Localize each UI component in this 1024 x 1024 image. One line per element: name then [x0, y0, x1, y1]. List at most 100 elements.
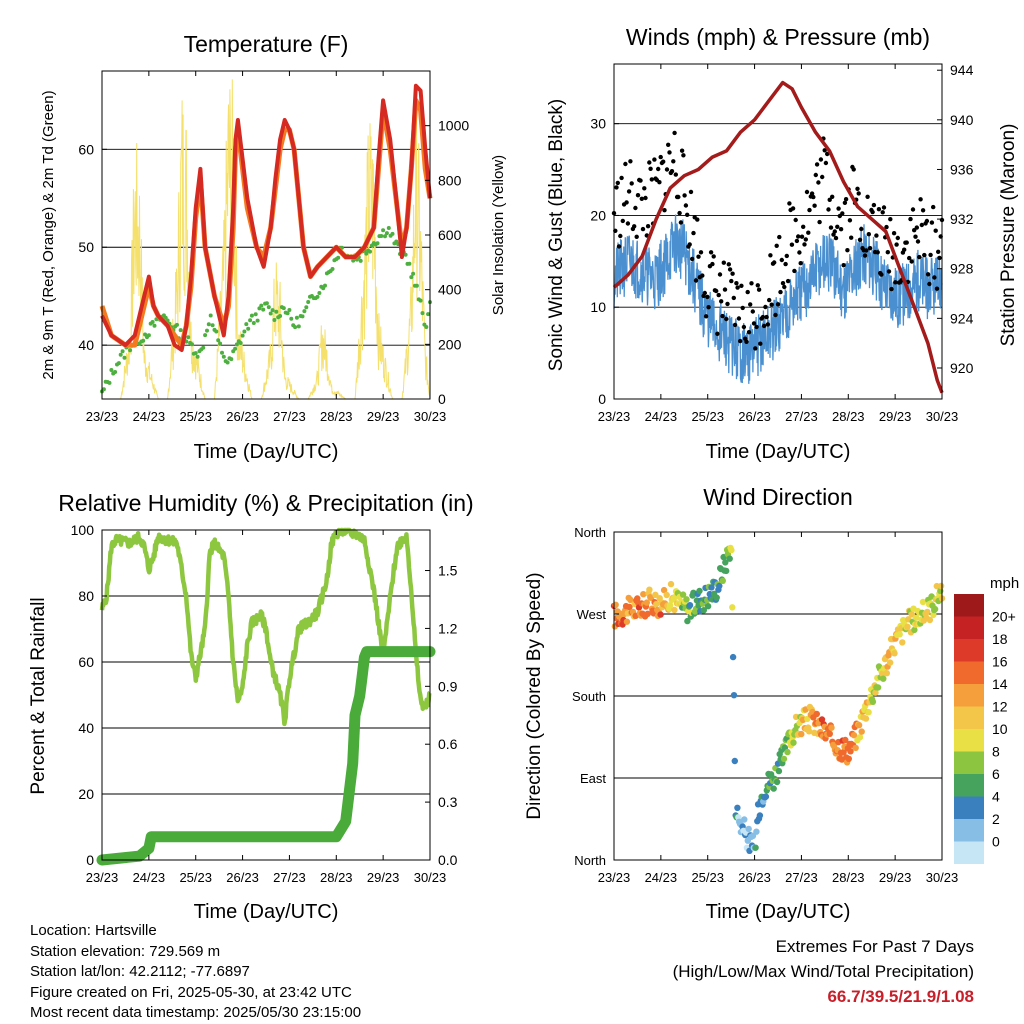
y-tick-label: North: [574, 853, 606, 868]
gust-point: [820, 174, 825, 180]
direction-point: [752, 844, 759, 851]
gust-point: [914, 225, 919, 230]
direction-ylabel-left: Direction (Colored By Speed): [524, 572, 545, 819]
gust-point: [730, 271, 735, 276]
gust-point: [649, 177, 654, 182]
y2-tick-label: 600: [438, 227, 462, 243]
y-tick-label: 10: [590, 299, 606, 315]
gust-point: [888, 217, 893, 222]
gust-point: [909, 259, 914, 264]
gust-point: [661, 159, 666, 164]
gust-point: [927, 281, 932, 287]
direction-point: [826, 730, 833, 737]
gust-point: [836, 206, 841, 211]
dewpoint-point: [251, 321, 256, 325]
gust-point: [695, 217, 700, 222]
dewpoint-point: [264, 301, 269, 306]
gust-point: [658, 154, 663, 160]
direction-point: [856, 734, 864, 741]
x-tick-label: 27/23: [273, 870, 306, 885]
dewpoint-point: [118, 352, 123, 357]
gust-point: [934, 286, 940, 291]
legend-label: 14: [992, 676, 1008, 692]
x-tick-label: 24/23: [645, 409, 678, 424]
direction-point: [708, 584, 715, 591]
direction-point: [644, 610, 651, 617]
gust-point: [640, 226, 646, 232]
y-tick-label: West: [577, 607, 607, 622]
dewpoint-point: [351, 258, 356, 263]
x-tick-label: 25/23: [691, 409, 724, 424]
direction-point: [734, 804, 741, 811]
gust-point: [635, 193, 641, 198]
gust-point: [931, 204, 936, 210]
gust-point: [691, 230, 696, 236]
gust-point: [792, 268, 797, 274]
gust-point: [774, 243, 779, 248]
legend-swatch: [954, 594, 984, 617]
winds-panel: Winds (mph) & Pressure (mb) 23/23 24/23 25…: [546, 24, 1019, 463]
dewpoint-point: [306, 300, 311, 304]
dewpoint-point: [150, 320, 155, 324]
gust-point: [685, 212, 690, 217]
direction-point: [627, 596, 634, 603]
direction-point: [899, 639, 906, 646]
gust-point: [671, 159, 676, 164]
direction-point: [912, 614, 920, 621]
direction-point: [904, 623, 911, 630]
direction-title: Wind Direction: [703, 484, 853, 510]
winds-ylabel-right: Station Pressure (Maroon): [998, 124, 1019, 347]
y-tick-label: 60: [78, 654, 94, 670]
direction-point: [858, 728, 865, 735]
direction-point: [696, 587, 703, 595]
direction-point: [667, 580, 675, 588]
gust-point: [801, 224, 806, 229]
x-tick-label: 23/23: [598, 870, 631, 885]
legend-swatch: [954, 684, 984, 707]
dewpoint-point: [206, 322, 211, 327]
gust-point: [817, 219, 822, 225]
gust-point: [919, 222, 924, 228]
legend-swatch: [954, 751, 984, 774]
legend-label: 20+: [992, 609, 1016, 625]
gust-point: [874, 233, 879, 238]
direction-point: [780, 755, 788, 763]
gust-point: [682, 193, 687, 198]
gust-point: [895, 235, 900, 241]
dewpoint-point: [193, 351, 198, 356]
gust-point: [933, 228, 938, 233]
direction-point: [862, 715, 870, 722]
gust-point: [866, 232, 871, 237]
humidity-xlabel: Time (Day/UTC): [194, 901, 339, 923]
direction-xlabel: Time (Day/UTC): [706, 901, 851, 923]
direction-point: [818, 716, 826, 723]
gust-point: [652, 157, 657, 162]
direction-point: [855, 722, 863, 729]
x-tick-label: 25/23: [691, 870, 724, 885]
gust-point: [822, 148, 827, 153]
direction-point: [719, 577, 726, 584]
gust-point: [629, 181, 634, 186]
gust-point: [750, 309, 755, 314]
gust-point: [706, 305, 711, 310]
direction-point: [756, 812, 764, 819]
gust-point: [678, 220, 684, 225]
dewpoint-point: [426, 312, 431, 317]
gust-point: [847, 218, 853, 223]
gust-point: [908, 216, 913, 222]
dewpoint-point: [201, 345, 206, 350]
gust-point: [798, 261, 803, 266]
dewpoint-point: [238, 341, 243, 345]
gust-point: [633, 205, 638, 211]
direction-point: [896, 631, 903, 638]
gust-point: [857, 237, 863, 242]
gust-point: [615, 180, 620, 186]
gust-point: [720, 313, 725, 319]
dewpoint-point: [379, 234, 384, 238]
dewpoint-point: [116, 361, 121, 366]
gust-point: [891, 231, 897, 236]
y2-tick-label: 0.9: [438, 678, 458, 694]
legend-swatch: [954, 661, 984, 684]
gust-point: [719, 299, 724, 304]
